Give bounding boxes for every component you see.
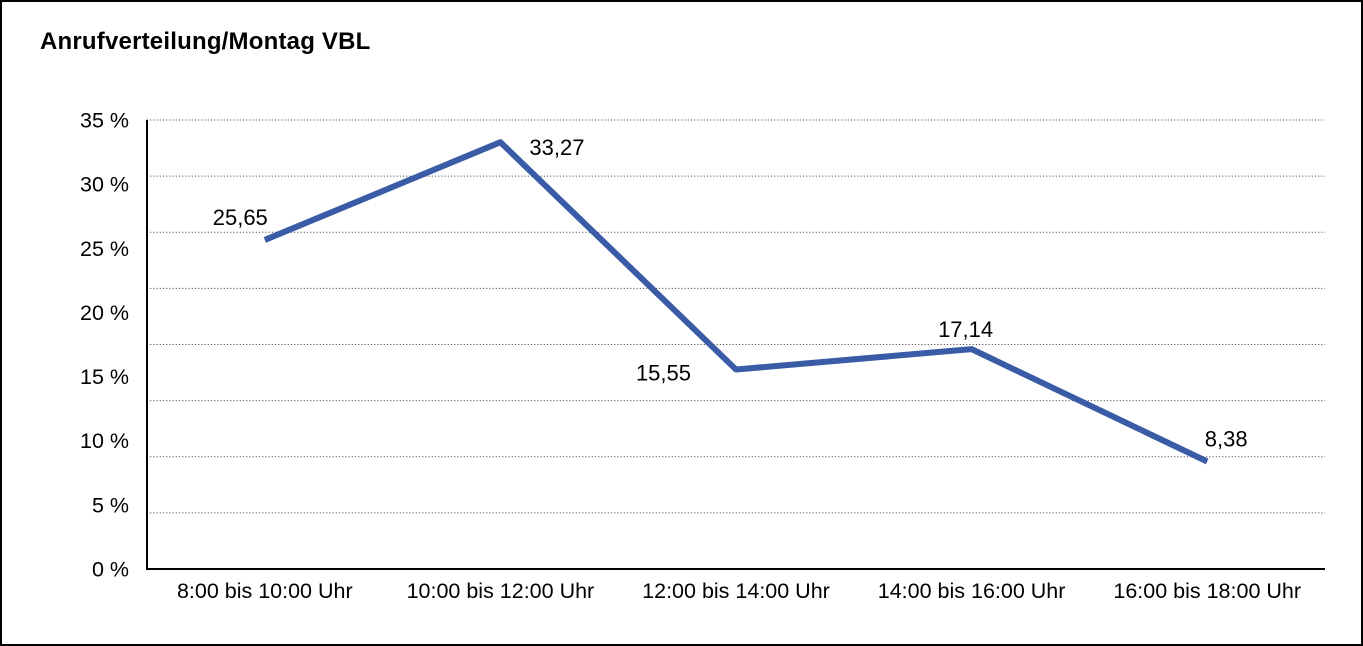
- data-point-label: 25,65: [213, 205, 268, 230]
- y-axis-tick-label: 15 %: [80, 365, 129, 389]
- y-axis-tick-label: 5 %: [92, 493, 129, 517]
- y-axis-tick-label: 30 %: [80, 173, 129, 197]
- x-axis-tick-label: 8:00 bis 10:00 Uhr: [177, 579, 353, 603]
- x-axis-tick-label: 14:00 bis 16:00 Uhr: [878, 579, 1066, 603]
- data-point-label: 15,55: [636, 361, 691, 386]
- x-axis-tick-label: 12:00 bis 14:00 Uhr: [642, 579, 830, 603]
- y-axis-tick-label: 35 %: [80, 109, 129, 133]
- x-axis-tick-label: 10:00 bis 12:00 Uhr: [407, 579, 595, 603]
- y-axis-tick-label: 25 %: [80, 237, 129, 261]
- data-point-label: 33,27: [529, 135, 584, 160]
- chart-title: Anrufverteilung/Montag VBL: [40, 28, 371, 55]
- data-line: [263, 139, 1209, 465]
- y-axis-tick-label: 10 %: [80, 429, 129, 453]
- data-point-label: 8,38: [1205, 426, 1248, 451]
- y-axis-tick-label: 20 %: [80, 301, 129, 325]
- x-axis-tick-label: 16:00 bis 18:00 Uhr: [1113, 579, 1301, 603]
- y-axis-tick-label: 0 %: [92, 558, 129, 582]
- data-point-label: 17,14: [938, 317, 993, 342]
